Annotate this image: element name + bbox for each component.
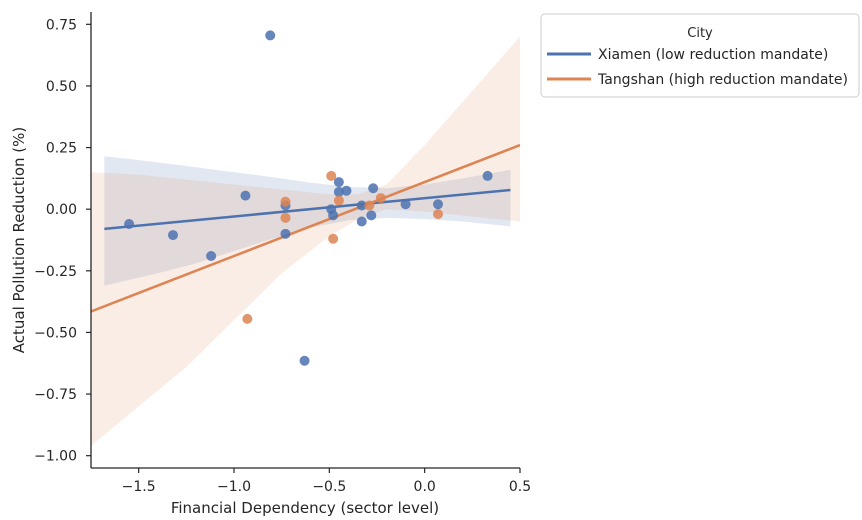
y-tick-label: −1.00 [34,449,77,465]
legend-title: City [687,26,713,41]
data-point-xiamen [206,251,217,262]
data-point-xiamen [368,183,379,194]
y-tick-label: 0.25 [46,141,77,157]
data-point-xiamen [124,218,135,229]
data-point-xiamen [333,186,344,197]
data-point-xiamen [356,216,367,227]
axes [90,12,520,469]
data-point-xiamen [280,228,291,239]
y-tick-label: −0.75 [34,387,77,403]
x-tick-label: −1.0 [217,479,251,495]
legend: City Xiamen (low reduction mandate) Tang… [540,13,860,98]
legend-frame [540,13,860,98]
data-point-tangshan [326,170,337,181]
data-point-xiamen [482,170,493,181]
legend-label-xiamen: Xiamen (low reduction mandate) [598,47,828,63]
data-point-tangshan [328,233,339,244]
data-point-tangshan [364,200,375,211]
data-point-xiamen [299,355,310,366]
x-tick-label: 0.5 [509,479,531,495]
x-axis-label: Financial Dependency (sector level) [171,499,439,517]
data-point-tangshan [280,212,291,223]
data-point-xiamen [341,185,352,196]
data-point-xiamen [433,199,444,210]
data-point-xiamen [167,230,178,241]
y-tick-label: −0.25 [34,264,77,280]
data-point-tangshan [433,209,444,220]
data-point-xiamen [328,210,339,221]
confidence-bands [91,36,520,446]
x-tick-label: 0.0 [414,479,436,495]
x-tick-label: −1.5 [122,479,156,495]
regression-line-tangshan [90,143,521,313]
y-axis-label: Actual Pollution Reduction (%) [10,127,28,354]
x-tick-label: −0.5 [312,479,346,495]
y-tick-label: 0.75 [46,17,77,33]
legend-label-tangshan: Tangshan (high reduction mandate) [597,72,848,88]
data-point-tangshan [242,313,253,324]
data-point-tangshan [280,196,291,207]
data-point-xiamen [333,177,344,188]
data-point-tangshan [333,195,344,206]
data-point-xiamen [400,199,411,210]
y-tick-label: 0.50 [46,79,77,95]
y-tick-labels: 0.75 0.50 0.25 0.00 −0.25 −0.50 −0.75 −1.00 [34,17,91,465]
x-tick-labels: −1.5 −1.0 −0.5 0.0 0.5 [122,468,531,495]
y-tick-label: −0.50 [34,325,77,341]
y-tick-label: 0.00 [46,202,77,218]
data-point-tangshan [375,193,386,204]
data-point-xiamen [240,190,251,201]
data-point-xiamen [356,200,367,211]
data-point-xiamen [366,210,377,221]
scatter-points [124,30,493,366]
regression-line-xiamen [104,188,511,231]
ci-band-tangshan [91,36,520,446]
data-point-xiamen [265,30,276,41]
regression-lines [90,143,521,313]
